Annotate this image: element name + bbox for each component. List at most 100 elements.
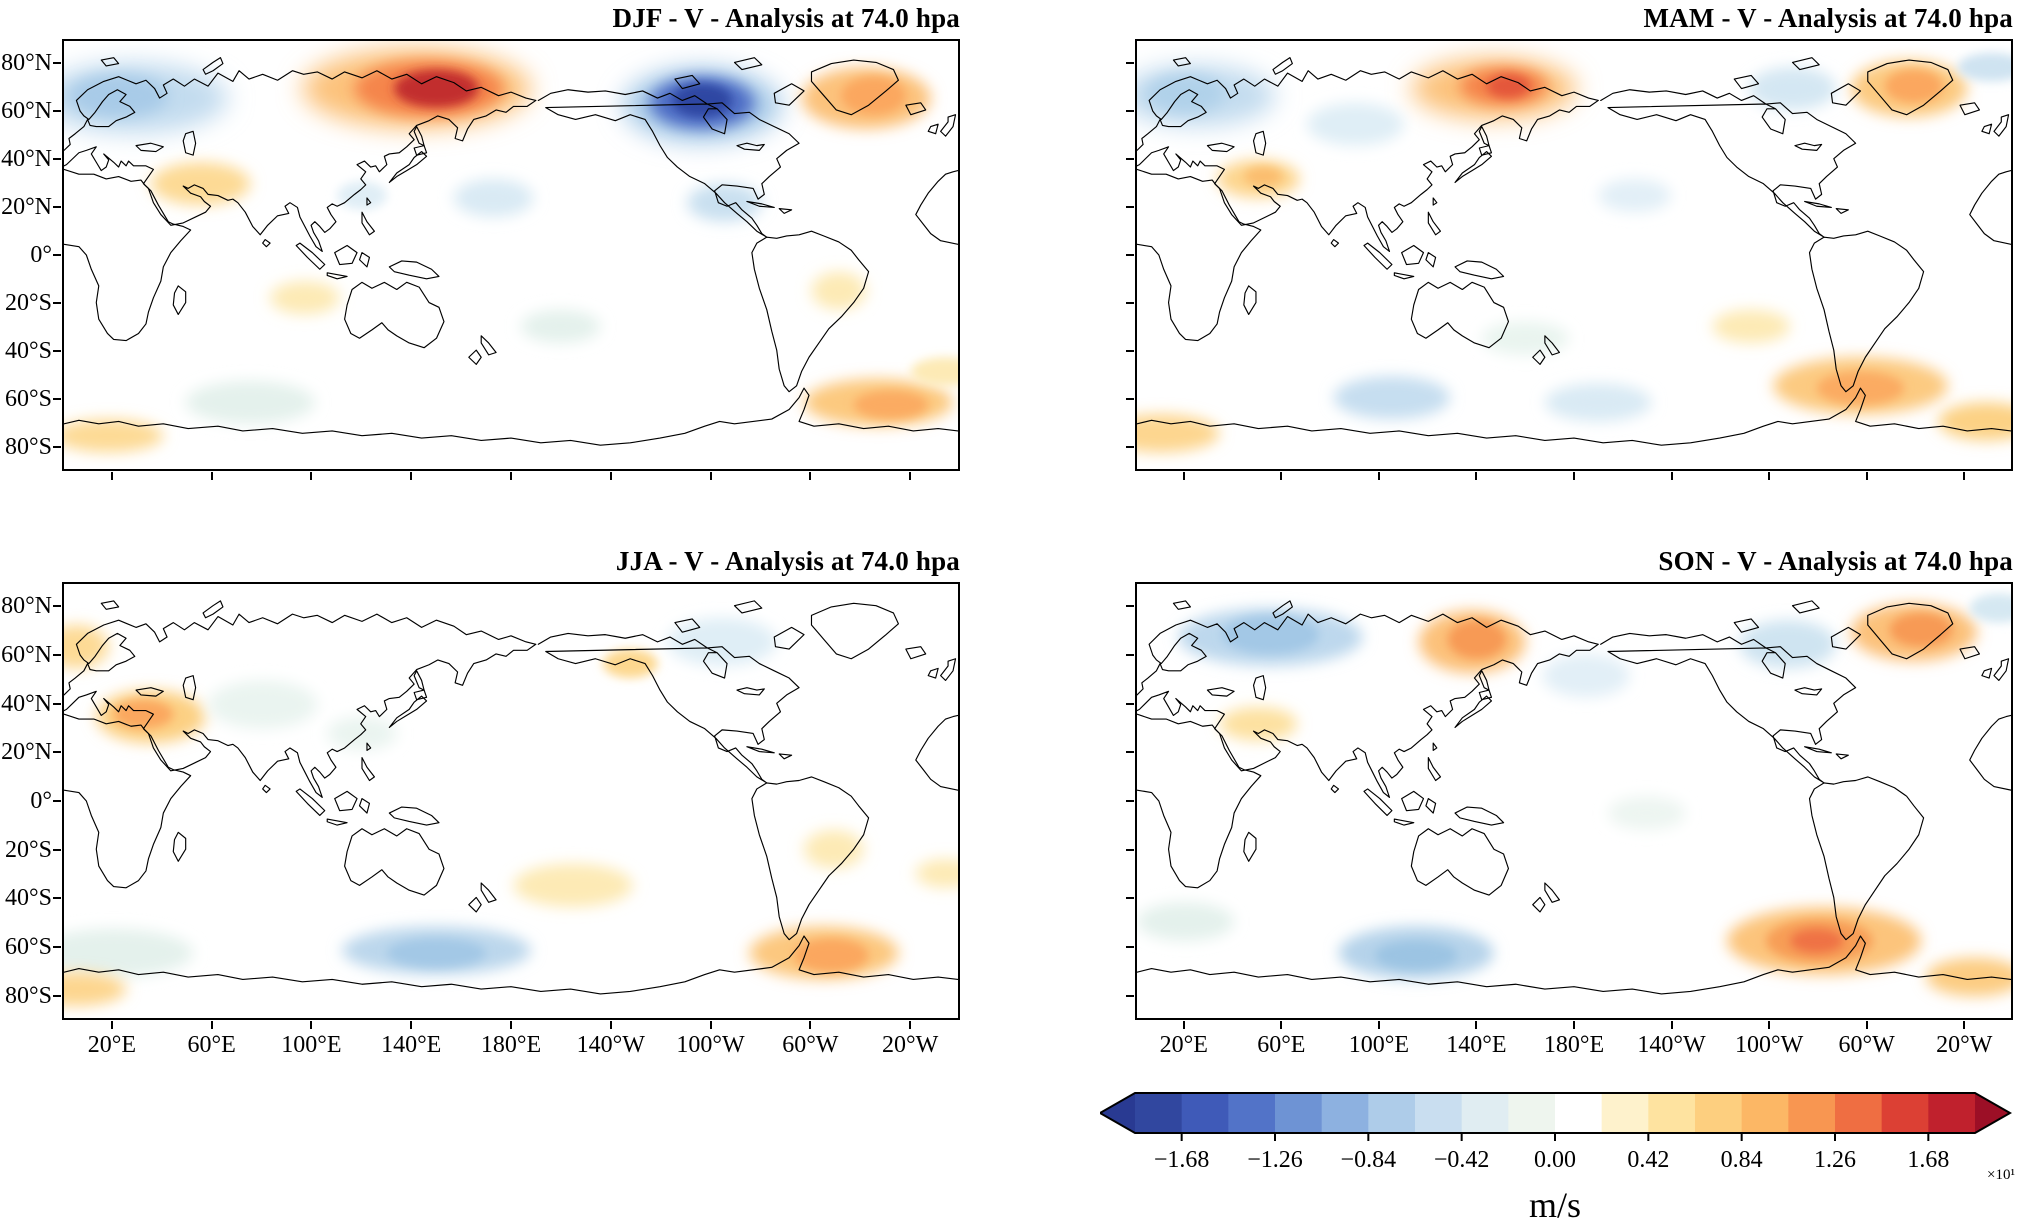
coastline: [296, 243, 325, 269]
lon-tick: [510, 472, 512, 480]
lat-tick: [53, 350, 61, 352]
lat-tick: [53, 702, 61, 705]
anomaly-blob: [513, 863, 633, 908]
anomaly-blob: [1243, 167, 1283, 187]
coastline: [1137, 714, 1261, 888]
coastline: [1244, 832, 1256, 861]
lat-tick: [53, 897, 61, 900]
lat-tick-label: 20°S: [5, 836, 52, 863]
anomaly-blob: [1748, 67, 1837, 110]
anomaly-blob: [64, 624, 109, 669]
coastline: [296, 789, 325, 816]
panel-jja: JJA - V - Analysis at 74.0 hpa 80°N 60°N 4…: [1, 546, 960, 1058]
anomaly-blob: [1221, 615, 1320, 654]
lon-tick: [1768, 472, 1771, 480]
coastline: [327, 273, 347, 279]
anomaly-blob: [64, 972, 127, 1006]
colorbar: −1.68 −1.26 −0.84 −0.42 0.00 0.42 0.84 1.26 1.68…: [1097, 1090, 2015, 1232]
lat-tick-label: 0°: [30, 788, 52, 814]
colorbar-segment: [1928, 1093, 1976, 1133]
anomaly-blob: [1137, 902, 1235, 941]
coastline: [1207, 688, 1234, 696]
anomaly-blob: [1957, 52, 2011, 82]
lon-tick-label: 20°W: [881, 1032, 939, 1058]
coastline: [1795, 143, 1822, 150]
coastline: [941, 659, 956, 681]
anomaly-blob: [1790, 928, 1844, 953]
coastline: [1364, 243, 1392, 269]
lat-tick: [53, 446, 61, 448]
world-map-jja: [64, 584, 958, 1006]
coastline: [1479, 690, 1491, 700]
lon-tick-label: 140°W: [1637, 1032, 1706, 1058]
colorbar-segment: [1695, 1093, 1743, 1133]
lon-tick: [709, 1021, 712, 1029]
lon-tick-label: 140°W: [576, 1032, 645, 1058]
coastline: [538, 90, 799, 237]
lat-tick-label: 40°S: [5, 338, 52, 364]
anomaly-blob: [113, 699, 174, 729]
coastline: [747, 202, 774, 208]
anomaly-blob: [841, 76, 906, 115]
coastline: [1533, 336, 1560, 365]
coastline: [1433, 198, 1437, 205]
colorbar-segment: [1835, 1093, 1883, 1133]
coastline: [1533, 883, 1560, 912]
coastline: [752, 231, 869, 392]
coastline: [1836, 754, 1848, 759]
lon-tick-label: 20°E: [1159, 1032, 1208, 1058]
coastline: [1364, 789, 1392, 816]
anomaly-blob: [64, 419, 164, 453]
lon-tick-label: 180°E: [1543, 1032, 1605, 1058]
anomaly-blob: [1884, 69, 1944, 103]
anomaly-blob: [64, 928, 194, 978]
lat-tick: [1126, 62, 1134, 64]
coastline: [916, 171, 958, 245]
coastline: [345, 829, 444, 895]
coastline: [1970, 171, 2011, 245]
lon-tick-label: 60°W: [782, 1032, 839, 1058]
lon-tick: [210, 1021, 213, 1029]
lon-tick: [1182, 472, 1185, 480]
coastline: [1273, 601, 1292, 618]
panel-title-son: SON - V - Analysis at 74.0 hpa: [1658, 546, 2013, 576]
coastline: [1836, 209, 1848, 214]
coastline: [774, 84, 804, 105]
lat-tick-label: 0°: [30, 242, 52, 268]
anomaly-blob: [1926, 957, 2011, 997]
panel-title-mam: MAM - V - Analysis at 74.0 hpa: [1643, 3, 2013, 33]
colorbar-segment: [1788, 1093, 1836, 1133]
colorbar-svg: [1097, 1092, 2013, 1141]
anomaly-blob: [1447, 620, 1507, 659]
coastline: [183, 131, 195, 155]
lat-tick: [1126, 350, 1134, 352]
lon-tick: [1573, 472, 1575, 480]
map-mam: [1135, 39, 2013, 471]
lon-tick: [110, 472, 113, 480]
lon-tick: [410, 1021, 413, 1029]
lat-tick: [1126, 254, 1134, 256]
coastline: [136, 688, 163, 696]
coastline: [335, 245, 357, 264]
coastline: [737, 688, 764, 695]
coastline: [1137, 614, 1598, 797]
coastline: [1394, 273, 1413, 279]
lon-tick-label: 100°E: [1348, 1032, 1409, 1058]
lat-tick: [53, 605, 61, 608]
coastline: [173, 832, 185, 861]
lat-tick: [1126, 158, 1134, 160]
colorbar-arrow-low: [1100, 1093, 1135, 1133]
lon-tick-label: 20°W: [1936, 1032, 1993, 1058]
anomaly-blob: [910, 357, 958, 386]
coastline: [1428, 758, 1440, 781]
colorbar-tick-label: −0.84: [1340, 1147, 1397, 1173]
anomaly-blob: [1481, 321, 1570, 355]
map-son: [1135, 582, 2013, 1020]
coastline: [173, 286, 185, 315]
coastline: [675, 619, 700, 632]
coastline: [414, 690, 426, 700]
anomaly-blob: [804, 829, 864, 869]
coastline: [906, 647, 926, 659]
colorbar-gradient: [1097, 1090, 2015, 1142]
coastline: [1734, 619, 1758, 632]
